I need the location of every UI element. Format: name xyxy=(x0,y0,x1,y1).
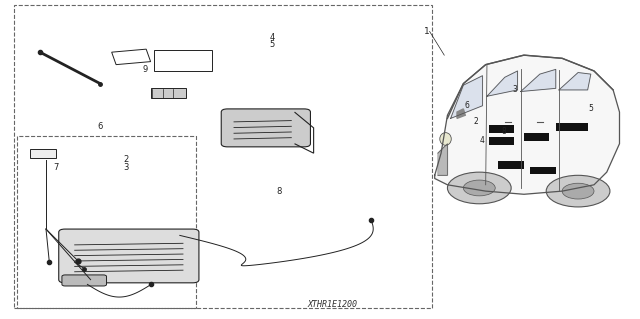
Bar xyxy=(154,50,212,71)
Ellipse shape xyxy=(440,133,451,145)
Text: 2: 2 xyxy=(474,117,479,126)
Circle shape xyxy=(463,180,495,196)
Text: 5: 5 xyxy=(269,40,275,48)
Bar xyxy=(30,149,56,158)
Text: 1: 1 xyxy=(424,27,430,36)
Text: 4: 4 xyxy=(480,136,485,145)
Bar xyxy=(556,123,588,131)
Text: XTHR1E1200: XTHR1E1200 xyxy=(308,300,358,309)
Text: 3: 3 xyxy=(123,163,129,172)
Polygon shape xyxy=(438,144,447,175)
Bar xyxy=(489,137,515,145)
Bar xyxy=(531,167,556,174)
Text: 8: 8 xyxy=(501,127,506,136)
Bar xyxy=(14,4,431,308)
Circle shape xyxy=(447,172,511,204)
Text: 2: 2 xyxy=(123,155,128,164)
Bar xyxy=(111,49,150,65)
Polygon shape xyxy=(435,55,620,194)
Polygon shape xyxy=(521,69,556,92)
Text: 6: 6 xyxy=(97,122,103,131)
Polygon shape xyxy=(487,71,518,96)
Polygon shape xyxy=(457,109,465,118)
Bar xyxy=(499,161,524,169)
Text: 3: 3 xyxy=(512,85,516,94)
Circle shape xyxy=(546,175,610,207)
Text: 4: 4 xyxy=(269,33,275,42)
FancyBboxPatch shape xyxy=(62,275,106,286)
Polygon shape xyxy=(451,76,483,118)
Bar xyxy=(489,125,515,133)
Bar xyxy=(524,133,549,141)
Polygon shape xyxy=(559,72,591,90)
FancyBboxPatch shape xyxy=(59,229,199,283)
Text: 5: 5 xyxy=(588,104,593,113)
Bar xyxy=(17,136,196,308)
Bar xyxy=(151,88,186,98)
Circle shape xyxy=(562,183,594,199)
Text: 6: 6 xyxy=(464,101,469,110)
FancyBboxPatch shape xyxy=(221,109,310,147)
Text: 7: 7 xyxy=(53,163,58,172)
Text: 9: 9 xyxy=(142,65,147,74)
Text: 8: 8 xyxy=(276,187,281,196)
